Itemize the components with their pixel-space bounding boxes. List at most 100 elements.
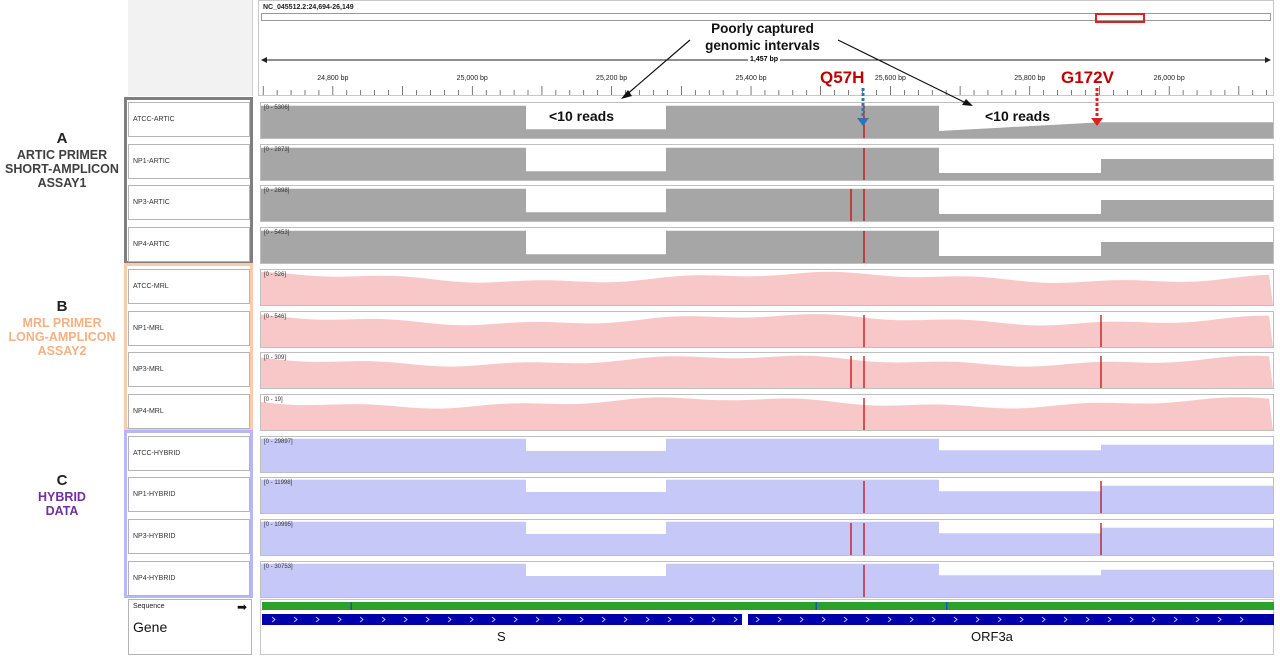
coverage-track-np4-mrl[interactable]: [0 - 19] [260, 393, 1274, 431]
coverage-track-np4-artic[interactable]: [0 - 5453] [260, 227, 1274, 265]
coverage-track-np1-hybrid[interactable]: [0 - 11998] [260, 477, 1274, 515]
track-name-text: ATCC-ARTIC [133, 116, 175, 123]
track-name-text: NP3-HYBRID [133, 533, 176, 540]
coverage-track-np1-artic[interactable]: [0 - 2873] [260, 143, 1274, 181]
data-range-label: [0 - 2898] [264, 188, 290, 195]
ruler-tick-label: 25,600 bp [874, 75, 906, 82]
ruler-tick-label: 25,200 bp [596, 75, 628, 82]
coverage-graph [261, 271, 1273, 305]
gene-s-label: S [497, 629, 506, 644]
coverage-graph [261, 147, 1273, 180]
gene-s-bar [262, 614, 742, 625]
group-line-3: ASSAY1 [37, 176, 87, 190]
track-name-header [128, 0, 253, 96]
current-region-marker[interactable] [1095, 13, 1145, 23]
track-name-np1-artic[interactable]: NP1-ARTIC [128, 143, 250, 179]
group-label-b: B MRL PRIMER LONG-AMPLICON ASSAY2 [0, 298, 124, 358]
gene-features [262, 614, 1274, 625]
poorly-captured-annotation: Poorly captured genomic intervals [690, 20, 835, 54]
data-range-label: [0 - 2873] [264, 146, 290, 153]
track-name-text: NP3-ARTIC [133, 199, 170, 207]
group-letter: A [56, 130, 68, 147]
data-range-label: [0 - 30753] [264, 563, 293, 570]
track-name-text: ATCC-HYBRID [133, 449, 181, 457]
group-box-a [124, 97, 253, 264]
ruler-tick-label: 26,000 bp [1153, 75, 1185, 82]
data-range-label: [0 - 309] [264, 355, 287, 362]
group-letter: B [56, 298, 68, 315]
coverage-track-np3-artic[interactable]: [0 - 2898] [260, 185, 1274, 223]
coverage-track-np1-mrl[interactable]: [0 - 546] [260, 310, 1274, 348]
group-line-1: ARTIC PRIMER [16, 148, 108, 162]
ruler-tick-label: 25,000 bp [456, 75, 488, 82]
annotation-line-2: genomic intervals [705, 38, 820, 53]
data-range-label: [0 - 29897] [264, 438, 293, 445]
coverage-graph [261, 438, 1273, 472]
coverage-graph [261, 313, 1273, 347]
chromosome-ideogram [261, 13, 1271, 21]
data-range-label: [0 - 11998] [264, 480, 293, 487]
track-name-np3-hybrid[interactable]: NP3-HYBRID [128, 519, 250, 554]
group-line-1: MRL PRIMER [22, 316, 102, 330]
track-name-np4-hybrid[interactable]: NP4-HYBRID [128, 560, 250, 596]
group-box-c [124, 430, 253, 598]
track-name-text: NP1-MRL [133, 324, 164, 332]
track-name-np1-hybrid[interactable]: NP1-HYBRID [128, 477, 250, 513]
span-label: 1,457 bp [748, 56, 781, 63]
coverage-track-atcc-mrl[interactable]: [0 - 526] [260, 268, 1274, 306]
track-name-np3-mrl[interactable]: NP3-MRL [128, 352, 250, 388]
track-name-atcc-artic[interactable]: ATCC-ARTIC [128, 102, 250, 137]
data-range-label: [0 - 10995] [264, 522, 293, 528]
data-range-label: [0 - 5306] [264, 105, 290, 111]
group-line-2: DATA [45, 504, 79, 518]
track-name-np4-artic[interactable]: NP4-ARTIC [128, 227, 250, 263]
ruler-panel: NC_045512.2:24,694-26,149 1,457 bp 24,80… [258, 0, 1274, 96]
locus-label: NC_045512.2:24,694-26,149 [263, 4, 354, 11]
data-range-label: [0 - 546] [264, 313, 287, 320]
track-name-text: NP1-HYBRID [133, 491, 176, 499]
track-name-text: NP4-ARTIC [133, 241, 170, 249]
data-range-label: [0 - 5453] [264, 230, 290, 237]
sequence-gene-track: S ORF3a [260, 599, 1274, 655]
track-name-atcc-hybrid[interactable]: ATCC-HYBRID [128, 435, 250, 471]
group-line-3: ASSAY2 [37, 344, 87, 358]
group-letter: C [56, 472, 68, 489]
track-name-atcc-mrl[interactable]: ATCC-MRL [128, 268, 250, 304]
ruler-tick-label: 25,400 bp [735, 75, 767, 82]
coverage-track-np4-hybrid[interactable]: [0 - 30753] [260, 560, 1274, 598]
coverage-graph [261, 230, 1273, 264]
track-name-text: NP1-ARTIC [133, 157, 170, 165]
group-line-1: HYBRID [38, 490, 86, 504]
annotation-arrows [621, 39, 1103, 126]
coverage-track-atcc-artic[interactable]: [0 - 5306] [260, 102, 1274, 139]
group-label-a: A ARTIC PRIMER SHORT-AMPLICON ASSAY1 [0, 130, 124, 190]
sequence-bases [262, 602, 1274, 610]
sequence-gene-label-box: Sequence ➡ Gene [128, 599, 252, 655]
coverage-track-np3-mrl[interactable]: [0 - 309] [260, 352, 1274, 390]
track-name-np4-mrl[interactable]: NP4-MRL [128, 393, 250, 429]
ruler-tick-label: 25,800 bp [1014, 75, 1046, 82]
right-arrow-icon[interactable]: ➡ [236, 600, 247, 614]
track-name-np3-artic[interactable]: NP3-ARTIC [128, 185, 250, 221]
g172v-mutation-label: G172V [1061, 68, 1114, 87]
annotation-line-1: Poorly captured [711, 21, 814, 36]
group-line-2: LONG-AMPLICON [8, 330, 116, 344]
track-name-np1-mrl[interactable]: NP1-MRL [128, 310, 250, 346]
track-name-text: NP3-MRL [133, 366, 164, 374]
group-line-2: SHORT-AMPLICON [5, 162, 119, 176]
data-range-label: [0 - 526] [264, 271, 287, 278]
group-label-c: C HYBRID DATA [0, 472, 124, 518]
track-name-text: ATCC-MRL [133, 282, 169, 290]
coverage-graph [261, 355, 1273, 389]
coverage-track-atcc-hybrid[interactable]: [0 - 29897] [260, 435, 1274, 473]
coverage-graph [261, 480, 1273, 514]
low-reads-label-2: <10 reads [985, 108, 1050, 124]
data-range-label: [0 - 19] [264, 396, 283, 403]
coverage-track-np3-hybrid[interactable]: [0 - 10995] [260, 519, 1274, 556]
track-name-text: NP4-HYBRID [133, 574, 176, 582]
coverage-graph [261, 397, 1273, 430]
track-name-text: NP4-MRL [133, 407, 164, 415]
coverage-graph [261, 189, 1273, 222]
ruler-tick-label: 24,800 bp [317, 75, 349, 82]
coverage-graph [261, 563, 1273, 597]
